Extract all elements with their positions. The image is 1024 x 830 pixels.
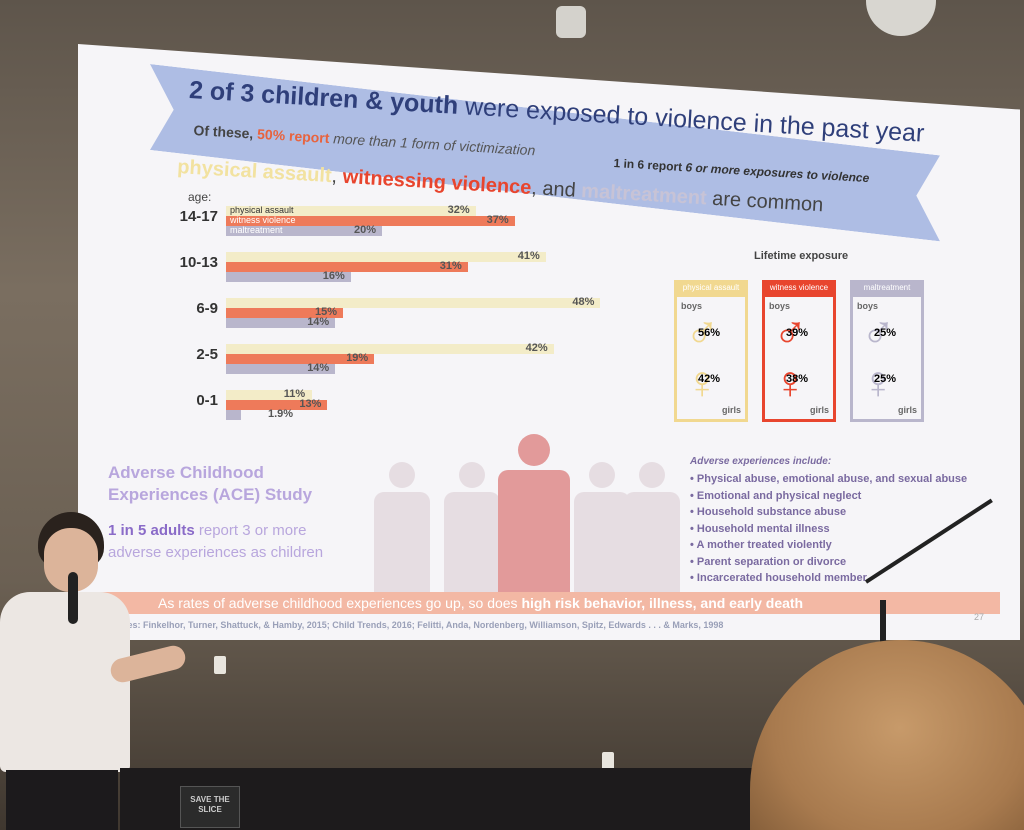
bar-pa [226,298,601,308]
ceiling-sensor [556,6,586,38]
adverse-heading: Adverse experiences include: [690,456,832,467]
person-icon [574,462,630,592]
age-label: 6-9 [196,300,218,317]
boys-label: boys [857,301,879,311]
bar-value-label: 32% [447,204,470,216]
ceiling-light [866,0,936,36]
bar-pa [226,344,554,354]
wall-outlet [602,752,614,770]
boys-percent: 39% [785,327,809,339]
age-bar-chart: age: 14-17 32% 37% 20% 10-13 41% 31% 16% 6-9 48% 1… [166,190,636,430]
male-icon: ♂ [861,306,896,358]
girls-percent: 42% [697,373,721,385]
list-item: Emotional and physical neglect [690,488,990,505]
girls-label: girls [897,405,917,415]
bar-mt [226,410,241,420]
bar-value-label: 42% [525,342,548,354]
bar-value-label: 37% [486,214,509,226]
list-item: A mother treated violently [690,537,990,554]
list-item: Incarcerated household member [690,570,990,587]
lifetime-card-physical: physical assault boys ♂ 56% ♀ 42% girls [674,280,748,422]
mic-stand-pole [880,600,886,652]
lifetime-exposure: Lifetime exposure physical assault boys … [674,250,934,430]
people-illustration [374,432,694,592]
bar-wv [226,262,468,272]
presenter-torso [0,592,130,772]
bar-wv [226,400,328,410]
boys-percent: 56% [697,327,721,339]
bar-wv [226,308,343,318]
card-label: physical assault [677,283,745,297]
girls-label: girls [721,405,741,415]
bar-pa [226,206,476,216]
bar-value-label: 15% [315,306,338,318]
age-label: 0-1 [196,392,218,409]
bar-pa [226,252,546,262]
stage-sign: SAVE THE SLICE [180,786,240,828]
list-item: Household mental illness [690,521,990,538]
bar-value-label: 20% [354,224,377,236]
female-icon: ♀ [685,356,720,408]
boys-label: boys [681,301,703,311]
male-icon: ♂ [685,306,720,358]
boys-label: boys [769,301,791,311]
legend-mt: maltreatment [230,225,283,235]
bar-wv [226,354,375,364]
ace-statistic: 1 in 5 adults report 3 or more adverse e… [108,522,324,561]
bar-mt [226,318,336,328]
boys-percent: 25% [873,327,897,339]
presenter-pants [6,770,118,830]
page-number: 27 [974,612,985,622]
girls-label: girls [809,405,829,415]
female-icon: ♀ [861,356,896,408]
bar-value-label: 13% [299,398,322,410]
bar-value-label: 48% [572,296,595,308]
bar-pa [226,390,312,400]
person-icon [624,462,680,592]
list-item: Parent separation or divorce [690,554,990,571]
age-label: 14-17 [179,208,218,225]
legend-wv: witness violence [230,215,296,225]
bar-mt [226,226,382,236]
bar-mt [226,272,351,282]
footer-message: As rates of adverse childhood experience… [158,595,804,611]
male-icon: ♂ [773,306,808,358]
list-item: Physical abuse, emotional abuse, and sex… [690,471,990,488]
sources-citation: Sources: Finkelhor, Turner, Shattuck, & … [102,620,724,630]
bar-value-label: 16% [322,270,345,282]
list-item: Household substance abuse [690,504,990,521]
bar-mt [226,364,336,374]
lifetime-heading: Lifetime exposure [754,250,849,262]
bar-wv [226,216,515,226]
adverse-experiences-list: Adverse experiences include: Physical ab… [690,456,990,587]
card-label: maltreatment [853,283,921,297]
presenter [0,512,190,830]
bar-value-label: 31% [439,260,462,272]
highlighted-person-icon [498,434,570,592]
girls-percent: 25% [873,373,897,385]
girls-percent: 38% [785,373,809,385]
person-icon [374,462,430,592]
legend-pa: physical assault [230,205,294,215]
projection-screen: 2 of 3 children & youth were exposed to … [78,44,1020,640]
bar-value-label: 19% [346,352,369,364]
female-icon: ♀ [773,356,808,408]
lifetime-card-witness: witness violence boys ♂ 39% ♀ 38% girls [762,280,836,422]
lifetime-card-maltreatment: maltreatment boys ♂ 25% ♀ 25% girls [850,280,924,422]
wall-outlet [214,656,226,674]
person-icon [444,462,500,592]
bar-value-label: 14% [307,362,330,374]
age-label: 10-13 [179,254,218,271]
age-label: 2-5 [196,346,218,363]
bar-value-label: 1.9% [268,408,294,420]
footer-band [92,592,1000,614]
age-heading: age: [188,190,212,204]
audience-head [750,640,1024,830]
bar-value-label: 14% [307,316,330,328]
bar-value-label: 41% [517,250,540,262]
bar-value-label: 11% [283,388,306,400]
card-label: witness violence [765,283,833,297]
microphone-icon [68,572,78,624]
ace-study-title: Adverse Childhood Experiences (ACE) Stud… [108,463,313,504]
